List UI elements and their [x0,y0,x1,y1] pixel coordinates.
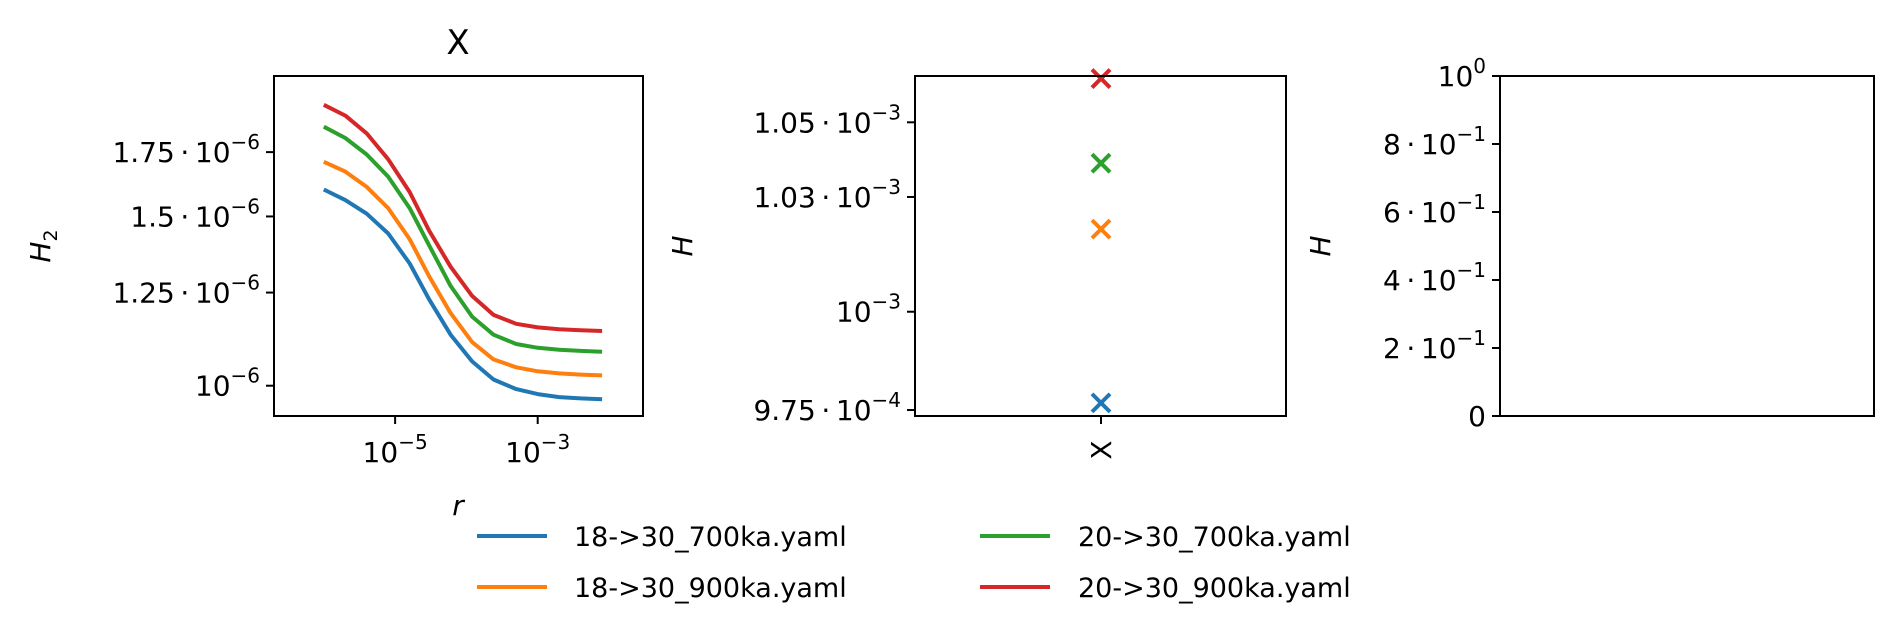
panel-right-ylabel: H [1304,235,1337,256]
series-line [322,187,603,402]
panel-left-xlabel: r [452,489,465,522]
series-line [322,159,603,378]
panel-right-y-tick-label: 4 · 10−1 [1383,258,1486,297]
panel-middle-y-tick-label: 10−3 [836,290,901,329]
panel-left-x-ticks: 10−5 10−3 [363,416,570,469]
panel-middle-y-tick-label: 1.05 · 10−3 [753,100,901,139]
panel-right-y-tick-label: 6 · 10−1 [1383,190,1486,229]
panel-right-frame [1499,75,1875,417]
panel-middle-x-tick-label: X [1085,440,1118,459]
scatter-point [1090,152,1112,174]
panel-middle-y-tick-label: 9.75 · 10−4 [753,388,901,427]
panel-left-frame [273,75,644,417]
panel-right-y-tick-label: 2 · 10−1 [1383,326,1486,365]
panel-left-x-tick-label: 10−5 [363,430,428,469]
legend-entry: 20->30_900ka.yaml [980,573,1351,604]
panel-left-ylabel: H2 [24,229,62,262]
legend-label: 20->30_900ka.yaml [1078,573,1351,604]
panel-left-lines [322,103,603,402]
panel-middle-y-tick-label: 1.03 · 10−3 [753,175,901,214]
legend-entry: 20->30_700ka.yaml [980,522,1351,553]
panel-right-y-tick-label: 0 [1468,400,1486,433]
series-line [322,124,603,354]
legend-entry: 18->30_900ka.yaml [477,573,847,604]
panel-middle-points [1090,68,1112,414]
panel-middle: 9.75 · 10−410−31.03 · 10−31.05 · 10−3 X … [666,68,1287,460]
panel-left-y-tick-label: 1.25 · 10−6 [112,271,260,310]
scatter-point [1090,392,1112,414]
panel-middle-frame [914,75,1287,417]
series-line [322,103,603,333]
legend-entry: 18->30_700ka.yaml [477,522,847,553]
legend-label: 20->30_700ka.yaml [1078,522,1351,553]
legend-label: 18->30_900ka.yaml [574,573,847,604]
scatter-point [1090,218,1112,240]
panel-right-y-tick-label: 8 · 10−1 [1383,122,1486,161]
panel-left-y-tick-label: 10−6 [195,364,260,403]
panel-middle-ylabel: H [666,235,699,256]
panel-left-y-ticks: 10−6 1.25 · 10−6 1.5 · 10−6 1.75 · 10−6 [112,130,274,403]
legend: 18->30_700ka.yaml 18->30_900ka.yaml 20->… [477,522,1351,604]
panel-left-x-tick-label: 10−3 [505,430,570,469]
panel-left: X 10−6 1.25 · 10−6 1.5 · 10−6 1.75 · 10−6 1… [24,23,644,522]
panel-right-y-tick-label: 100 [1438,54,1486,93]
scatter-point [1090,68,1112,89]
panel-left-title: X [446,23,469,63]
panel-left-y-tick-label: 1.75 · 10−6 [112,130,260,169]
panel-right: 0 2 · 10−1 4 · 10−1 6 · 10−1 8 · 10−1 100 H [1304,54,1875,433]
legend-label: 18->30_700ka.yaml [574,522,847,553]
panel-right-y-ticks: 0 2 · 10−1 4 · 10−1 6 · 10−1 8 · 10−1 100 [1383,54,1500,433]
panel-middle-y-ticks: 9.75 · 10−4 10−3 1.03 · 10−3 1.05 · 10−3 [753,100,915,427]
panel-left-y-tick-label: 1.5 · 10−6 [130,194,260,233]
